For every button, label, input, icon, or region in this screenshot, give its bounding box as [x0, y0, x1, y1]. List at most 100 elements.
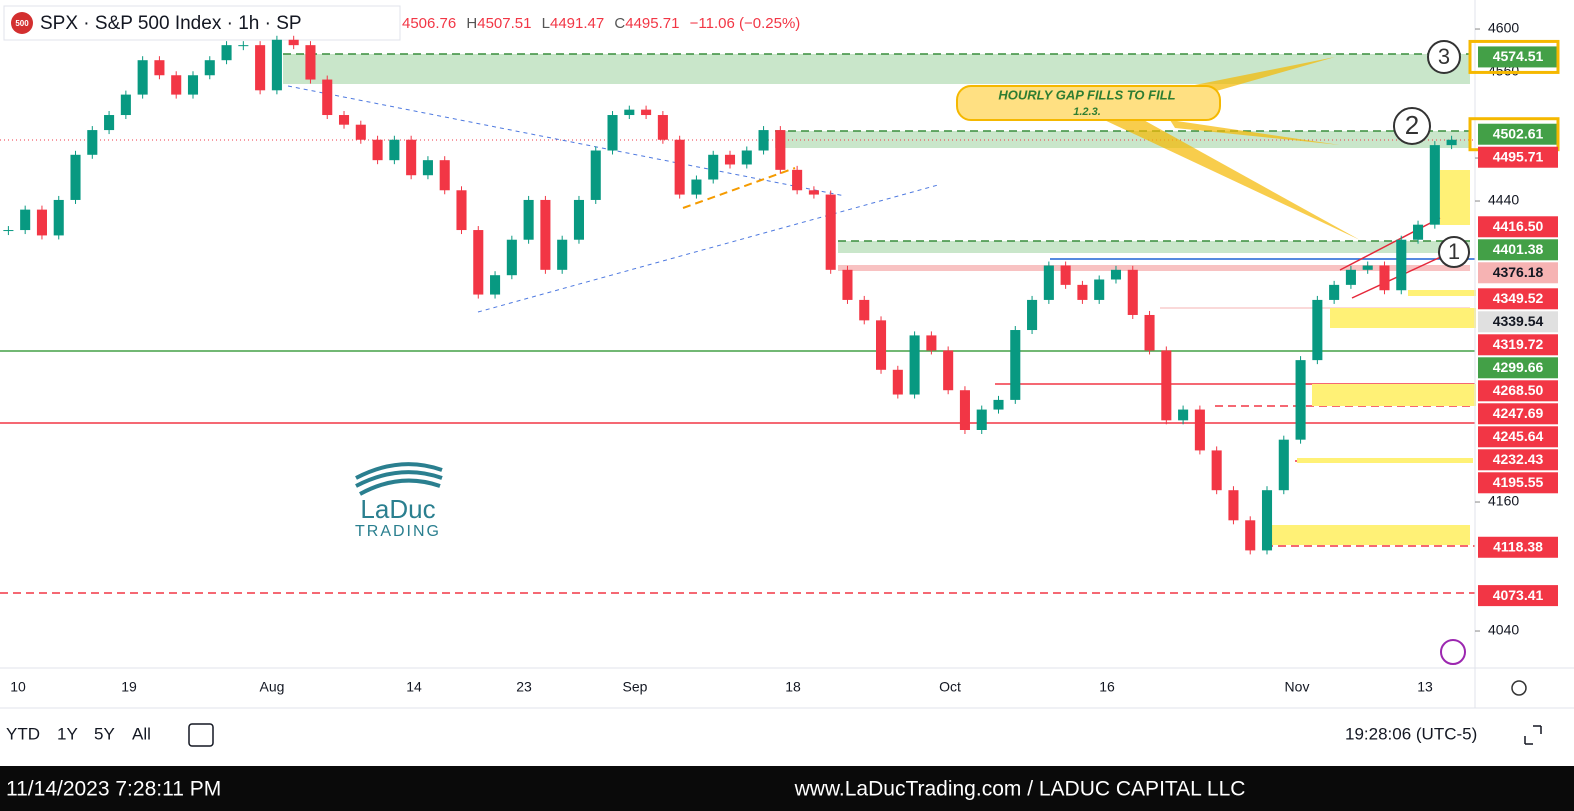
price-label: 4118.38	[1478, 536, 1558, 558]
settings-icon[interactable]	[1511, 680, 1527, 696]
price-label-box	[1478, 216, 1558, 238]
price-label-text: 4416.50	[1493, 218, 1544, 234]
candle	[1027, 299, 1038, 331]
price-label: 4574.51	[1468, 39, 1560, 74]
x-tick-label: Sep	[623, 679, 648, 695]
candle	[674, 139, 685, 195]
candle	[439, 160, 450, 191]
logo-name: LaDuc	[360, 494, 435, 524]
high: 4507.51	[477, 15, 531, 32]
price-label-box	[1478, 123, 1558, 145]
candle	[322, 79, 333, 116]
site: www.LaDucTrading.com / LADUC CAPITAL LLC	[794, 778, 1246, 801]
candle	[389, 139, 400, 161]
candle	[708, 154, 719, 180]
price-label-text: 4376.18	[1493, 264, 1544, 280]
close: 4495.71	[625, 15, 679, 32]
candle	[926, 335, 937, 351]
price-label-box	[1478, 426, 1558, 448]
candle	[204, 60, 215, 76]
alert-icon[interactable]	[1440, 639, 1466, 665]
ohlc: 4506.76 H4507.51 L4491.47 C4495.71 −11.0…	[402, 15, 800, 32]
price-label: 4073.41	[1478, 585, 1558, 607]
candle	[255, 45, 266, 91]
candle	[1060, 265, 1071, 285]
candle	[1295, 360, 1306, 440]
range-button[interactable]: All	[132, 724, 151, 743]
circle-label: 2	[1405, 110, 1419, 140]
price-label-text: 4339.54	[1493, 313, 1544, 329]
range-button[interactable]: 1Y	[57, 724, 78, 743]
candle	[641, 109, 652, 116]
candle	[540, 199, 551, 270]
candle	[238, 45, 249, 47]
level-band	[838, 265, 1470, 271]
candle	[1144, 314, 1155, 351]
price-label: 4319.72	[1478, 334, 1558, 356]
candle	[137, 60, 148, 95]
candle	[573, 199, 584, 240]
fullscreen-icon[interactable]	[1524, 725, 1542, 745]
candle	[355, 124, 366, 140]
candle	[120, 94, 131, 116]
symbol-box[interactable]	[3, 5, 401, 41]
candle	[271, 39, 282, 91]
price-label-outline	[1468, 39, 1560, 74]
price-label: 4401.38	[1478, 239, 1558, 261]
candle	[842, 269, 853, 300]
candle	[1312, 299, 1323, 361]
candle	[490, 275, 501, 295]
candle	[775, 130, 786, 170]
candle	[506, 239, 517, 276]
candle	[1379, 265, 1390, 291]
candle	[624, 109, 635, 116]
candle	[1094, 279, 1105, 300]
symbol[interactable]: SPX · S&P 500 Index · 1h · SP	[40, 13, 302, 34]
price-label-box	[1478, 262, 1558, 284]
callout-text: 1.2.3.	[1073, 106, 1101, 118]
price-label-box	[1478, 472, 1558, 494]
candle	[859, 299, 870, 321]
price-label-text: 4247.69	[1493, 405, 1544, 421]
candle	[1161, 350, 1172, 421]
price-label: 4245.64	[1478, 426, 1558, 448]
range-button[interactable]: 5Y	[94, 724, 115, 743]
candle	[171, 75, 182, 95]
candle	[724, 154, 736, 165]
y-tick-label: 4040	[1488, 622, 1519, 638]
candle	[1329, 284, 1340, 300]
candle	[909, 335, 920, 395]
date-range-icon[interactable]	[188, 723, 214, 747]
callout-text: HOURLY GAP FILLS TO FILL	[998, 87, 1175, 102]
candle	[943, 350, 954, 391]
x-tick-label: 10	[10, 679, 26, 695]
candle	[1010, 330, 1021, 400]
timestamp: 11/14/2023 7:28:11 PM	[6, 778, 221, 801]
price-label-box	[1478, 536, 1558, 558]
price-label-box	[1478, 146, 1558, 168]
price-label-text: 4319.72	[1493, 336, 1544, 352]
gap-box	[1312, 384, 1476, 406]
price-label-box	[1478, 288, 1558, 310]
candle	[876, 320, 887, 370]
candle	[1077, 284, 1088, 300]
y-tick-label: 4160	[1488, 493, 1519, 509]
plot	[3, 35, 1457, 555]
candle	[104, 115, 115, 131]
callout-pointer	[1170, 120, 1340, 145]
range-button[interactable]: YTD	[6, 724, 40, 743]
candle	[1043, 265, 1054, 300]
candle	[473, 230, 484, 295]
candle	[288, 39, 299, 46]
gap-box	[1408, 290, 1476, 296]
price-label-box	[1478, 46, 1558, 68]
key: C	[614, 15, 625, 32]
candle	[1396, 239, 1407, 291]
price-label-text: 4401.38	[1493, 241, 1544, 257]
candle	[1413, 224, 1424, 240]
price-label-text: 4232.43	[1493, 451, 1544, 467]
callout-pointer	[1100, 118, 1360, 240]
price-label: 4195.55	[1478, 472, 1558, 494]
price-label-text: 4502.61	[1493, 125, 1544, 141]
